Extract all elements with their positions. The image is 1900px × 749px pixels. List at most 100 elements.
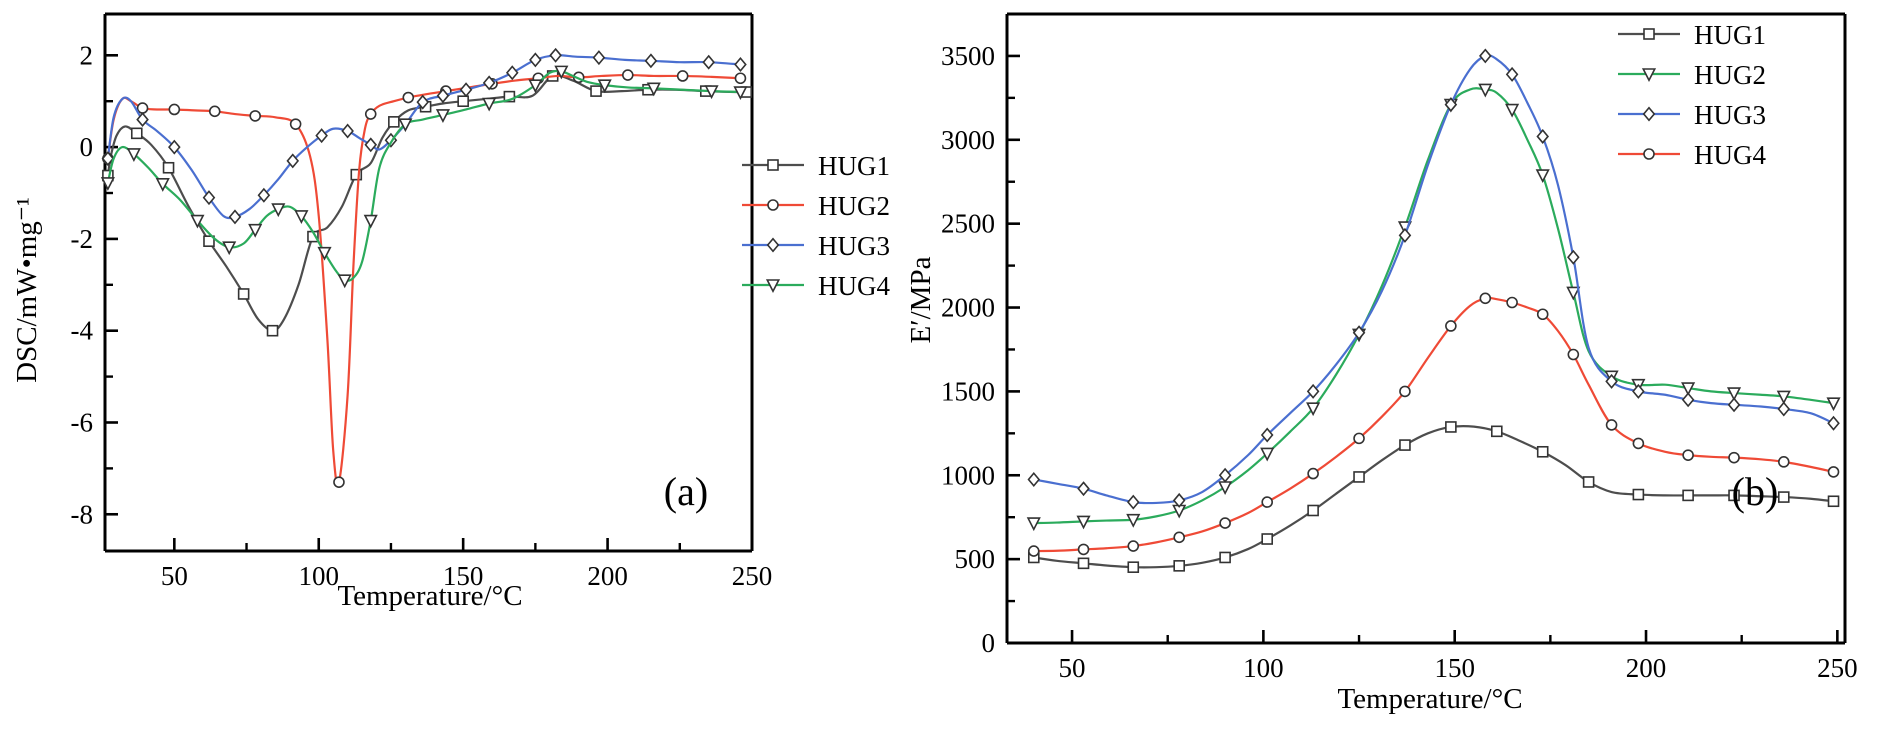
legend-label-HUG4: HUG4 [818,271,890,301]
marker-circle [333,476,345,488]
marker-triangle-down [222,241,237,256]
marker-triangle-down [398,118,413,133]
series-HUG2 [1026,83,1841,532]
marker-circle [1682,449,1694,461]
legend-item-HUG2[interactable]: HUG2 [1618,60,1766,90]
marker-square [1632,488,1645,501]
marker-diamond [1777,401,1791,417]
marker-diamond [1027,471,1041,487]
marker-square [1582,476,1595,488]
marker-square [457,95,469,108]
marker-triangle-down [155,178,170,192]
series-HUG3 [1027,48,1840,510]
marker-triangle-down [317,246,332,261]
y-axis-title: DSC/mW•mg⁻¹ [11,197,43,383]
legend-label-HUG3: HUG3 [1694,100,1766,130]
marker-triangle-down [271,203,286,218]
marker-triangle-down [1260,447,1275,462]
marker-circle [1506,296,1518,309]
series-HUG1 [1027,421,1840,573]
marker-diamond [1126,494,1140,510]
y-axis-ticks: 2 0 -2 -4 -6 -8 [71,40,118,529]
marker-diamond [101,151,115,167]
legend-item-HUG4[interactable]: HUG4 [1618,140,1766,170]
legend: HUG1 HUG2 HUG3 HUG4 [742,151,890,301]
panel-a-dsc-chart: 2 0 -2 -4 -6 -8 50 100 150 200 250 Temperature/°C DS… [0,0,900,749]
marker-circle [1127,540,1140,552]
marker-diamond [364,137,378,153]
marker-diamond [592,50,606,66]
legend-item-HUG1[interactable]: HUG1 [742,151,890,181]
marker-triangle-down [1726,387,1742,402]
marker-triangle-down [1126,513,1141,528]
marker-circle [1479,292,1492,305]
legend-label-HUG2: HUG2 [818,191,890,221]
legend: HUG1 HUG2 HUG3 HUG4 [1618,20,1766,170]
marker-triangle-down [1566,286,1581,301]
marker-circle [1353,432,1365,445]
legend-item-HUG3[interactable]: HUG3 [1618,100,1766,130]
marker-circle [249,110,261,122]
marker-diamond [549,47,562,63]
marker-square [130,127,143,140]
marker-triangle-down [190,214,205,229]
marker-diamond [436,88,450,104]
marker-triangle-down [1826,397,1841,412]
marker-square [503,90,516,103]
marker-circle [1827,466,1840,478]
marker-square [1827,495,1840,508]
marker-circle [1567,348,1580,361]
legend-label-HUG1: HUG1 [1694,20,1766,50]
marker-triangle-down [1505,103,1520,118]
marker-triangle-down [1218,481,1233,496]
series-line-HUG1 [106,74,747,332]
marker-diamond [1218,467,1232,483]
x-tick-label: 150 [443,561,484,591]
marker-circle [402,91,415,104]
y-tick-label: 0 [982,628,996,658]
marker-triangle-down [126,148,141,162]
marker-diamond [1642,106,1656,122]
marker-triangle-down [597,79,612,94]
marker-square [1077,557,1090,570]
marker-circle [1632,437,1645,450]
panel-letter: (a) [664,469,708,514]
marker-circle [734,72,747,85]
marker-diamond [1479,48,1492,64]
marker-diamond [1681,392,1695,408]
marker-square [1261,533,1274,545]
marker-circle [1077,543,1090,556]
plot-frame [1005,12,1847,645]
marker-square [1728,489,1740,502]
legend-item-HUG2[interactable]: HUG2 [742,191,890,221]
marker-square [350,168,363,181]
marker-circle [1536,308,1549,321]
marker-triangle-down [100,177,115,191]
marker-triangle-down [363,214,378,229]
dsc-chart-svg: 2 0 -2 -4 -6 -8 50 100 150 200 250 Temperature/°C DS… [11,12,890,612]
x-axis-ticks: 50 100 150 200 250 [161,538,772,591]
legend-item-HUG4[interactable]: HUG4 [742,271,890,301]
x-tick-label: 200 [587,561,628,591]
legend-label-HUG3: HUG3 [818,231,890,261]
y-axis-ticks: 0 500 1000 1500 2000 2500 3000 3500 [941,41,1020,658]
marker-diamond [1306,383,1320,399]
marker-diamond [286,153,300,169]
marker-square [388,116,400,128]
marker-square [590,85,602,97]
marker-diamond [734,56,747,72]
marker-circle [1399,385,1411,398]
legend-item-HUG3[interactable]: HUG3 [742,231,890,261]
marker-diamond [168,139,181,155]
x-tick-label: 100 [1243,653,1284,683]
marker-diamond [1632,383,1645,399]
x-tick-label: 150 [1434,653,1475,683]
marker-triangle-down [435,109,450,123]
y-tick-label: 1000 [941,460,995,490]
legend-item-HUG1[interactable]: HUG1 [1618,20,1766,50]
marker-diamond [459,82,473,98]
marker-triangle-down [1681,382,1696,397]
marker-circle [1307,467,1319,480]
marker-diamond [1444,97,1458,113]
marker-diamond [482,75,496,91]
